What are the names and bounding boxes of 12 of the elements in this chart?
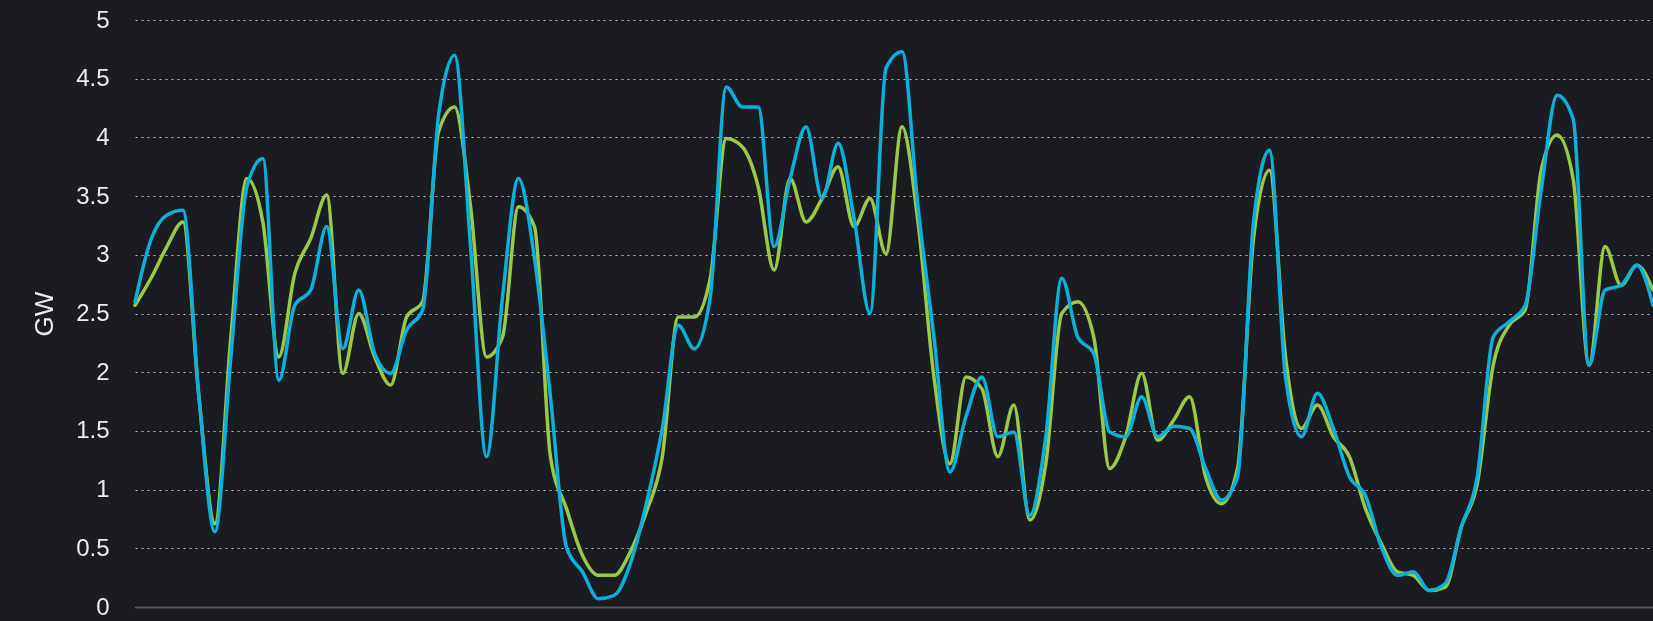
y-tick-label: 1.5 bbox=[76, 416, 110, 444]
y-tick-label: 3 bbox=[96, 240, 110, 268]
y-tick-label: 4 bbox=[96, 122, 110, 150]
y-tick-label: 2.5 bbox=[76, 299, 110, 326]
y-tick-label: 3.5 bbox=[76, 181, 110, 209]
y-axis-title: GW bbox=[29, 291, 60, 337]
y-tick-label: 2 bbox=[96, 357, 110, 385]
y-tick-label: 4.5 bbox=[76, 64, 110, 92]
y-tick-label: 5 bbox=[96, 5, 110, 33]
y-tick-label: 1 bbox=[96, 475, 110, 503]
y-tick-label: 0 bbox=[96, 592, 110, 620]
y-tick-label: 0.5 bbox=[76, 533, 110, 561]
